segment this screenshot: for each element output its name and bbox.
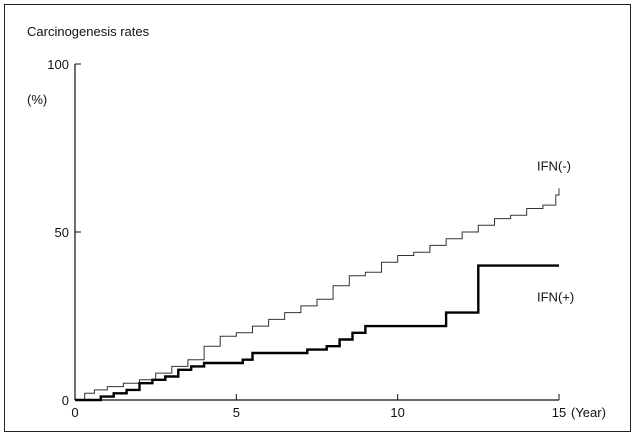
chart-title: Carcinogenesis rates [27, 24, 150, 39]
y-tick-label: 100 [47, 57, 69, 72]
series-group: IFN(-) IFN(+) [75, 158, 574, 402]
axes: 0 50 100 0 5 10 15 (Year) [47, 57, 606, 420]
series-line-ifn-minus [75, 188, 560, 401]
chart-frame: Carcinogenesis rates (%) 0 50 100 0 5 10 15 (Ye… [4, 4, 631, 432]
y-tick-label: 0 [62, 393, 69, 408]
x-tick-label: 0 [71, 405, 78, 420]
x-tick-label: 5 [233, 405, 240, 420]
y-axis-label: (%) [27, 92, 47, 107]
series-label-ifn-minus: IFN(-) [537, 158, 571, 173]
chart-svg: Carcinogenesis rates (%) 0 50 100 0 5 10 15 (Ye… [27, 24, 606, 420]
y-tick-label: 50 [55, 225, 69, 240]
series-label-ifn-plus: IFN(+) [537, 290, 574, 305]
x-tick-label: 10 [390, 405, 404, 420]
x-axis-label: (Year) [571, 405, 606, 420]
x-tick-label: 15 [552, 405, 566, 420]
series-line-ifn-plus [75, 264, 559, 402]
